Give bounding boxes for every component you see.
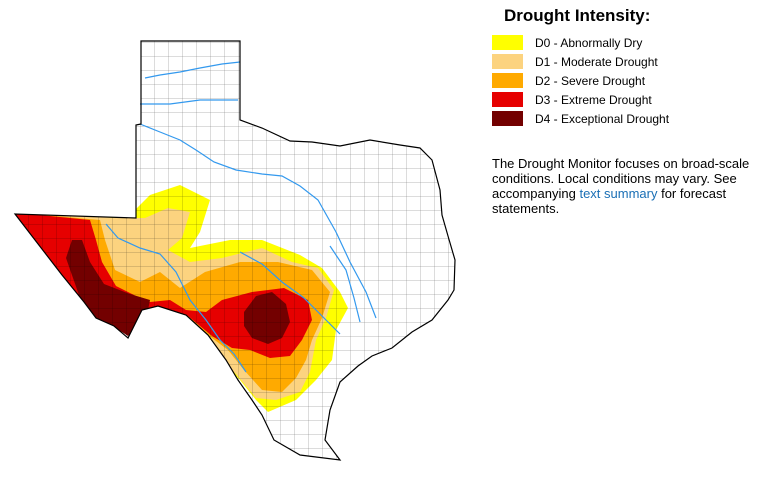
legend-label-d4: D4 - Exceptional Drought <box>535 111 670 126</box>
text-summary-link[interactable]: text summary <box>579 186 658 201</box>
drought-legend: Drought Intensity: D0 - Abnormally Dry D… <box>492 6 772 128</box>
legend-label-d0: D0 - Abnormally Dry <box>535 35 643 50</box>
legend-swatch-d2 <box>492 73 523 88</box>
texas-outline <box>13 40 456 461</box>
legend-item-d0: D0 - Abnormally Dry <box>492 33 772 52</box>
legend-label-d2: D2 - Severe Drought <box>535 73 646 88</box>
legend-swatch-d1 <box>492 54 523 69</box>
legend-swatch-d0 <box>492 35 523 50</box>
legend-swatch-d4 <box>492 111 523 126</box>
note-text-after: for forecast statements. <box>492 186 727 216</box>
legend-item-d1: D1 - Moderate Drought <box>492 52 772 71</box>
texas-drought-map <box>13 40 456 461</box>
legend-label-d1: D1 - Moderate Drought <box>535 54 658 69</box>
legend-item-d3: D3 - Extreme Drought <box>492 90 772 109</box>
legend-item-d4: D4 - Exceptional Drought <box>492 109 772 128</box>
legend-label-d3: D3 - Extreme Drought <box>535 92 652 107</box>
legend-swatch-d3 <box>492 92 523 107</box>
legend-item-d2: D2 - Severe Drought <box>492 71 772 90</box>
drought-monitor-note: The Drought Monitor focuses on broad-sca… <box>492 156 777 216</box>
legend-title: Drought Intensity: <box>504 6 651 25</box>
rivers <box>105 61 377 373</box>
note-text-before: The Drought Monitor focuses on broad-sca… <box>492 156 750 201</box>
